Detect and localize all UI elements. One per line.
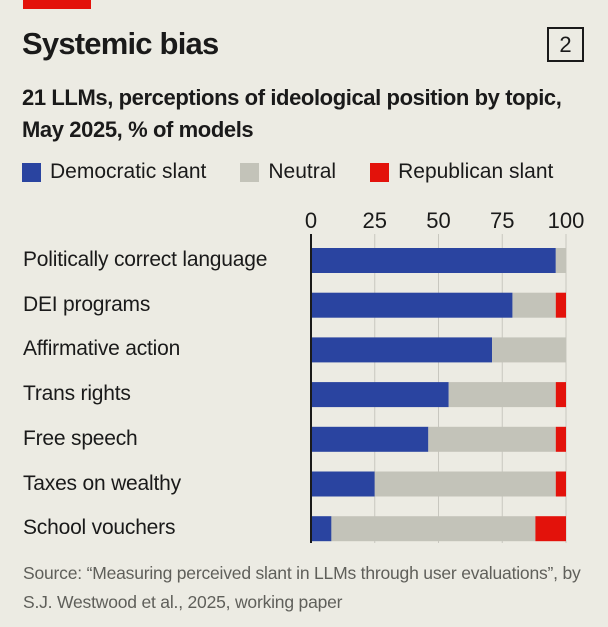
x-tick-label-25: 25 xyxy=(363,208,387,233)
bar-segment-neutral xyxy=(448,382,556,408)
bar-segment-democratic-slant xyxy=(311,382,449,408)
bar-segment-neutral xyxy=(492,337,566,363)
bar-segment-neutral xyxy=(512,292,556,318)
legend-item-republican: Republican slant xyxy=(370,160,553,184)
chart-number-badge: 2 xyxy=(547,27,584,62)
legend: Democratic slant Neutral Republican slan… xyxy=(22,160,553,184)
bar-segment-democratic-slant xyxy=(311,516,332,542)
bar-segment-neutral xyxy=(428,426,556,452)
bar-segment-neutral xyxy=(374,471,556,497)
bar-segment-republican-slant xyxy=(555,382,566,408)
category-label: Affirmative action xyxy=(23,337,181,361)
legend-label-democratic: Democratic slant xyxy=(50,160,207,183)
source-note: Source: “Measuring perceived slant in LL… xyxy=(23,563,581,612)
category-label: DEI programs xyxy=(23,292,151,316)
bar-segment-neutral xyxy=(331,516,536,542)
x-tick-label-0: 0 xyxy=(305,208,317,233)
category-label: Taxes on wealthy xyxy=(23,471,181,495)
bar-segment-democratic-slant xyxy=(311,471,375,497)
legend-item-neutral: Neutral xyxy=(240,160,336,184)
category-label: Politically correct language xyxy=(23,248,268,271)
bar-segment-republican-slant xyxy=(555,426,566,452)
bar-segment-republican-slant xyxy=(535,516,566,542)
bar-segment-democratic-slant xyxy=(311,337,493,363)
stacked-bar-chart: 0 25 50 75 100 Politically correct language D… xyxy=(0,200,608,550)
bar-segment-republican-slant xyxy=(555,471,566,497)
legend-swatch-republican xyxy=(370,162,390,182)
category-label: School vouchers xyxy=(23,516,176,540)
legend-swatch-democratic xyxy=(22,162,41,182)
bar-segment-democratic-slant xyxy=(311,426,429,452)
x-tick-label-100: 100 xyxy=(548,208,585,233)
x-tick-label-75: 75 xyxy=(490,208,514,233)
category-label: Trans rights xyxy=(23,382,131,406)
chart-title: Systemic bias xyxy=(22,26,219,61)
bar-segment-democratic-slant xyxy=(311,292,513,318)
accent-bar xyxy=(23,0,91,9)
bar-segment-democratic-slant xyxy=(311,248,556,273)
legend-item-democratic: Democratic slant xyxy=(22,160,206,184)
x-tick-label-50: 50 xyxy=(426,208,450,233)
category-label: Free speech xyxy=(23,426,138,450)
bar-segment-neutral xyxy=(555,248,566,273)
bar-segment-republican-slant xyxy=(555,292,566,318)
legend-label-republican: Republican slant xyxy=(398,160,554,183)
legend-label-neutral: Neutral xyxy=(268,160,337,183)
chart-plot-area: 0 25 50 75 100 xyxy=(305,208,585,543)
legend-swatch-neutral xyxy=(240,162,260,182)
chart-subtitle: 21 LLMs, perceptions of ideological posi… xyxy=(22,85,562,142)
